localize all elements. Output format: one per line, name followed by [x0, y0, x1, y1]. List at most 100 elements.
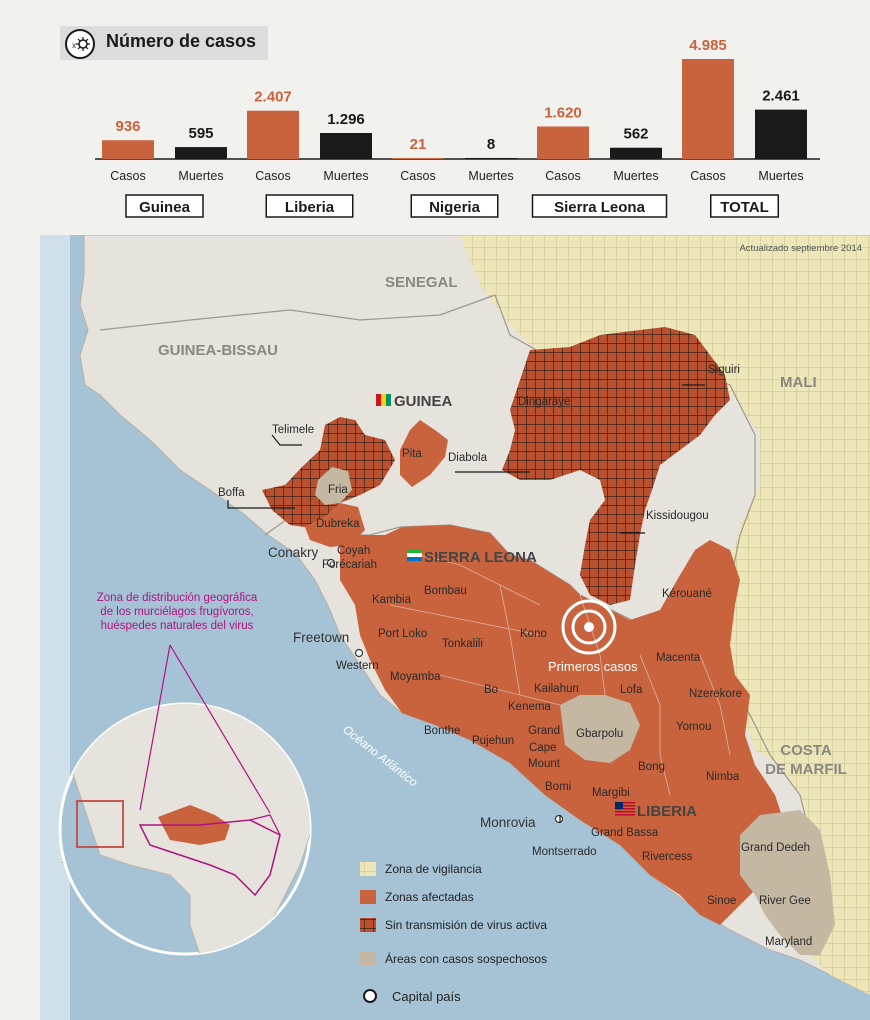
place-label: Grand Bassa [591, 827, 659, 839]
country-label: DE MARFIL [765, 761, 847, 778]
place-label: Mount [528, 758, 561, 770]
bat-note-line: de los murciélagos frugívoros, [100, 606, 253, 618]
legend-swatch-capital [363, 989, 377, 1003]
bar-liberia-casos [247, 110, 299, 159]
place-label: Sinoe [707, 895, 736, 907]
series-tick-label: Muertes [178, 169, 223, 183]
data-label: 8 [487, 136, 495, 153]
liberia-flag-icon [615, 802, 635, 816]
place-label: Diabola [448, 452, 488, 464]
place-label: Macenta [656, 652, 701, 664]
primeros-casos-marker [561, 599, 617, 655]
legend-swatch [360, 890, 376, 904]
legend-swatch [360, 952, 376, 966]
series-tick-label: Muertes [613, 169, 658, 183]
category-label: Liberia [285, 199, 335, 216]
country-label: SIERRA LEONA [424, 549, 537, 566]
capital-label: Monrovia [480, 815, 536, 830]
chart-title-box: x Número de casos [60, 26, 268, 60]
legend-swatch [360, 918, 376, 932]
data-label: 2.461 [762, 88, 800, 105]
zona-sospechosa-grand-dedeh [740, 810, 835, 955]
place-label: Bo [484, 684, 498, 696]
country-label: SENEGAL [385, 274, 458, 291]
bar-guinea-muertes [175, 147, 227, 159]
capital-marker [354, 648, 364, 658]
place-label: Kono [520, 628, 547, 640]
place-label: Bonthe [424, 725, 460, 737]
place-label: Cape [529, 742, 557, 754]
country-label: MALI [780, 374, 817, 391]
data-label: 21 [410, 136, 427, 153]
bar-guinea-casos [102, 140, 154, 159]
legend-label: Capital país [392, 989, 461, 1004]
series-tick-label: Casos [110, 169, 145, 183]
bar-total-casos [682, 59, 734, 159]
place-label: Kissidougou [646, 510, 709, 522]
bat-note-line: huéspedes naturales del virus [101, 620, 254, 632]
category-label: TOTAL [720, 199, 769, 216]
category-label: Sierra Leona [554, 199, 646, 216]
place-label: Moyamba [390, 671, 441, 683]
place-label: Telimele [272, 424, 314, 436]
globe-inset [58, 644, 312, 956]
bar-nigeria-muertes [465, 158, 517, 159]
place-label: Maryland [765, 936, 812, 948]
place-label: Pujehun [472, 735, 514, 747]
country-label: GUINEA-BISSAU [158, 342, 278, 359]
data-label: 562 [623, 126, 648, 143]
guinea-flag-icon [376, 394, 391, 406]
place-label: Bombau [424, 585, 467, 597]
place-label: Nimba [706, 771, 740, 783]
capital-label: Freetown [293, 630, 349, 645]
legend-label: Sin transmisión de virus activa [385, 918, 547, 932]
primeros-casos-label: Primeros casos [548, 659, 638, 674]
capital-marker [554, 814, 564, 824]
category-label: Guinea [139, 199, 191, 216]
ebola-map: Actualizado septiembre 2014 SENEGAL GUINEA… [40, 235, 870, 1020]
data-label: 1.296 [327, 111, 365, 128]
svg-text:x: x [72, 41, 76, 50]
bat-note-line: Zona de distribución geográfica [97, 592, 258, 604]
legend-swatch [360, 862, 376, 876]
zona-sospechosa-gbarpolu [560, 695, 640, 763]
series-tick-label: Casos [545, 169, 580, 183]
category-box [410, 194, 499, 218]
series-tick-label: Muertes [323, 169, 368, 183]
chart-title: Número de casos [106, 31, 257, 51]
place-label: Port Loko [378, 628, 427, 640]
place-label: Kambia [372, 594, 412, 606]
series-tick-label: Muertes [758, 169, 803, 183]
place-label: Boffa [218, 487, 245, 499]
legend-label: Áreas con casos sospechosos [385, 951, 547, 966]
country-label: COSTA [780, 742, 832, 759]
data-label: 1.620 [544, 105, 582, 122]
bar-sierra-leona-muertes [610, 147, 662, 159]
series-tick-label: Casos [690, 169, 725, 183]
category-box [531, 194, 668, 218]
sierra-leone-flag-icon [407, 549, 422, 561]
zona-ampliada-box [76, 800, 124, 848]
place-label: Kailahun [534, 683, 579, 695]
bar-sierra-leona-casos [537, 126, 589, 159]
place-label: Forécariah [322, 559, 377, 571]
data-label: 595 [188, 125, 213, 142]
series-tick-label: Muertes [468, 169, 513, 183]
place-label: Margibi [592, 787, 630, 799]
place-label: Dingaraye [518, 396, 570, 408]
place-label: Montserrado [532, 846, 597, 858]
place-label: Kérouané [662, 588, 712, 600]
capital-label: Conakry [268, 545, 319, 560]
category-box [125, 194, 204, 218]
virus-icon: x [65, 29, 95, 59]
zona-afectada-dubreka [305, 503, 365, 547]
capital-marker [326, 558, 336, 568]
place-label: Western [336, 660, 379, 672]
place-label: Pita [402, 448, 422, 460]
place-label: Siguiri [708, 364, 740, 376]
place-label: Nzerekore [689, 688, 742, 700]
bar-chart: 936 Casos 595 Muertes Guinea 2.407 Casos 1.296 M… [95, 37, 820, 218]
series-tick-label: Casos [400, 169, 435, 183]
place-label: Rivercess [642, 851, 693, 863]
bar-nigeria-casos [392, 158, 444, 159]
